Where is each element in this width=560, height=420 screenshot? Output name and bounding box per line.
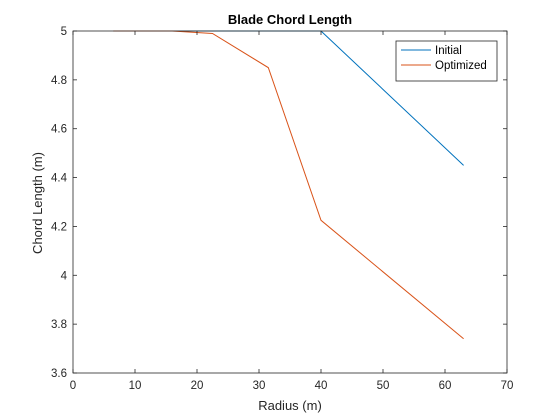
legend-label-initial: Initial [435, 45, 462, 57]
chart-title: Blade Chord Length [228, 12, 352, 27]
x-tick-label: 70 [501, 380, 514, 392]
x-tick-label: 20 [191, 380, 204, 392]
y-tick-label: 5 [61, 26, 67, 38]
y-tick-label: 4 [61, 270, 68, 282]
x-tick-label: 10 [129, 380, 142, 392]
x-tick-label: 40 [315, 380, 328, 392]
y-tick-label: 4.4 [51, 173, 68, 185]
y-tick-label: 3.6 [51, 368, 67, 380]
y-tick-label: 4.6 [51, 124, 67, 136]
x-axis-label: Radius (m) [258, 398, 322, 413]
x-tick-label: 50 [377, 380, 390, 392]
y-tick-label: 4.2 [51, 221, 67, 233]
legend-label-optimized: Optimized [435, 60, 487, 72]
x-tick-label: 0 [70, 380, 76, 392]
chart-legend: Initial Optimized [396, 41, 497, 81]
x-tick-label: 30 [253, 380, 266, 392]
y-axis-label: Chord Length (m) [30, 152, 45, 254]
x-tick-label: 60 [439, 380, 452, 392]
y-tick-label: 4.8 [51, 75, 67, 87]
y-tick-label: 3.8 [51, 319, 67, 331]
